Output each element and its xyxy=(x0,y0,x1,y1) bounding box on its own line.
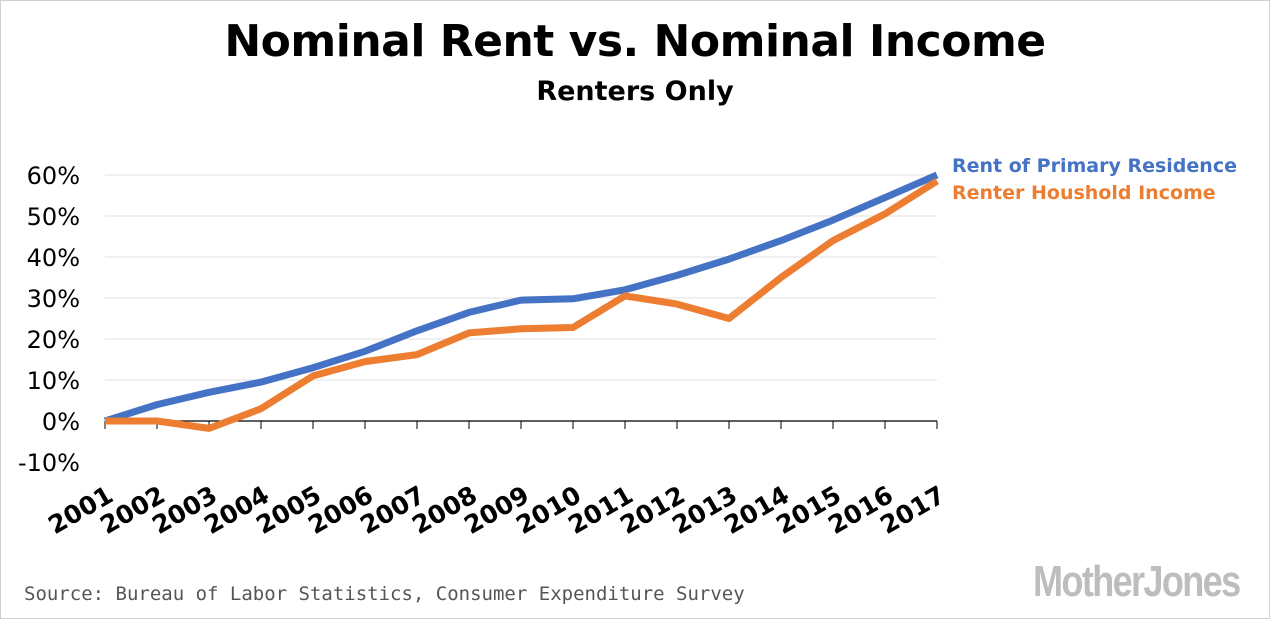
y-tick-label: 10% xyxy=(27,367,80,395)
y-tick-label: -10% xyxy=(18,449,80,477)
series-lines xyxy=(103,171,939,432)
legend-label-1: Rent of Primary Residence xyxy=(952,155,1237,177)
y-tick-label: 50% xyxy=(27,203,80,231)
y-tick-label: 0% xyxy=(42,408,80,436)
y-axis-tick-labels: 60% 50% 40% 30% 20% 10% 0% -10% xyxy=(18,162,80,477)
legend: Rent of Primary Residence Renter Houshold… xyxy=(952,155,1237,204)
legend-label-2: Renter Houshold Income xyxy=(952,182,1216,204)
series-line-1 xyxy=(103,171,939,425)
series-line-2 xyxy=(105,178,939,432)
x-axis-tick-labels: 2001200220032004200520062007200820092010… xyxy=(43,480,950,540)
y-tick-label: 20% xyxy=(27,326,80,354)
y-tick-label: 40% xyxy=(27,244,80,272)
y-tick-label: 60% xyxy=(27,162,80,190)
chart-subtitle: Renters Only xyxy=(536,76,734,107)
y-tick-label: 30% xyxy=(27,285,80,313)
gridlines xyxy=(105,174,937,381)
chart-title: Nominal Rent vs. Nominal Income xyxy=(224,16,1046,67)
source-note: Source: Bureau of Labor Statistics, Cons… xyxy=(24,583,745,605)
mother-jones-logo: MotherJones xyxy=(1033,557,1241,606)
